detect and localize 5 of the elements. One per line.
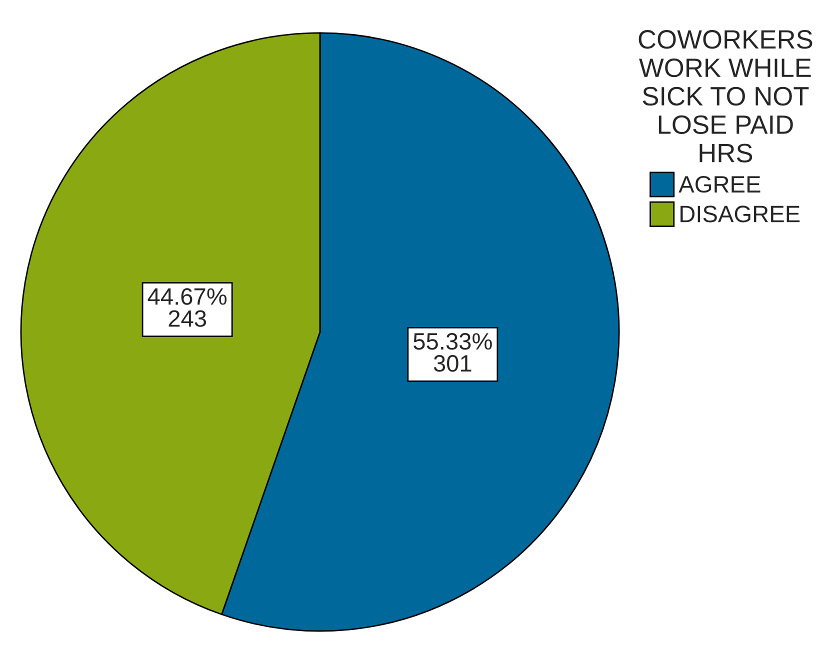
data-label: 55.33% 301 [414, 333, 492, 372]
legend-label: DISAGREE [680, 206, 800, 222]
legend-label: AGREE [678, 176, 760, 193]
data-label: 44.67% 243 [148, 288, 227, 327]
legend-title: COWORKERS WORK WHILE SICK TO NOT LOSE PAID HRS [638, 30, 812, 162]
